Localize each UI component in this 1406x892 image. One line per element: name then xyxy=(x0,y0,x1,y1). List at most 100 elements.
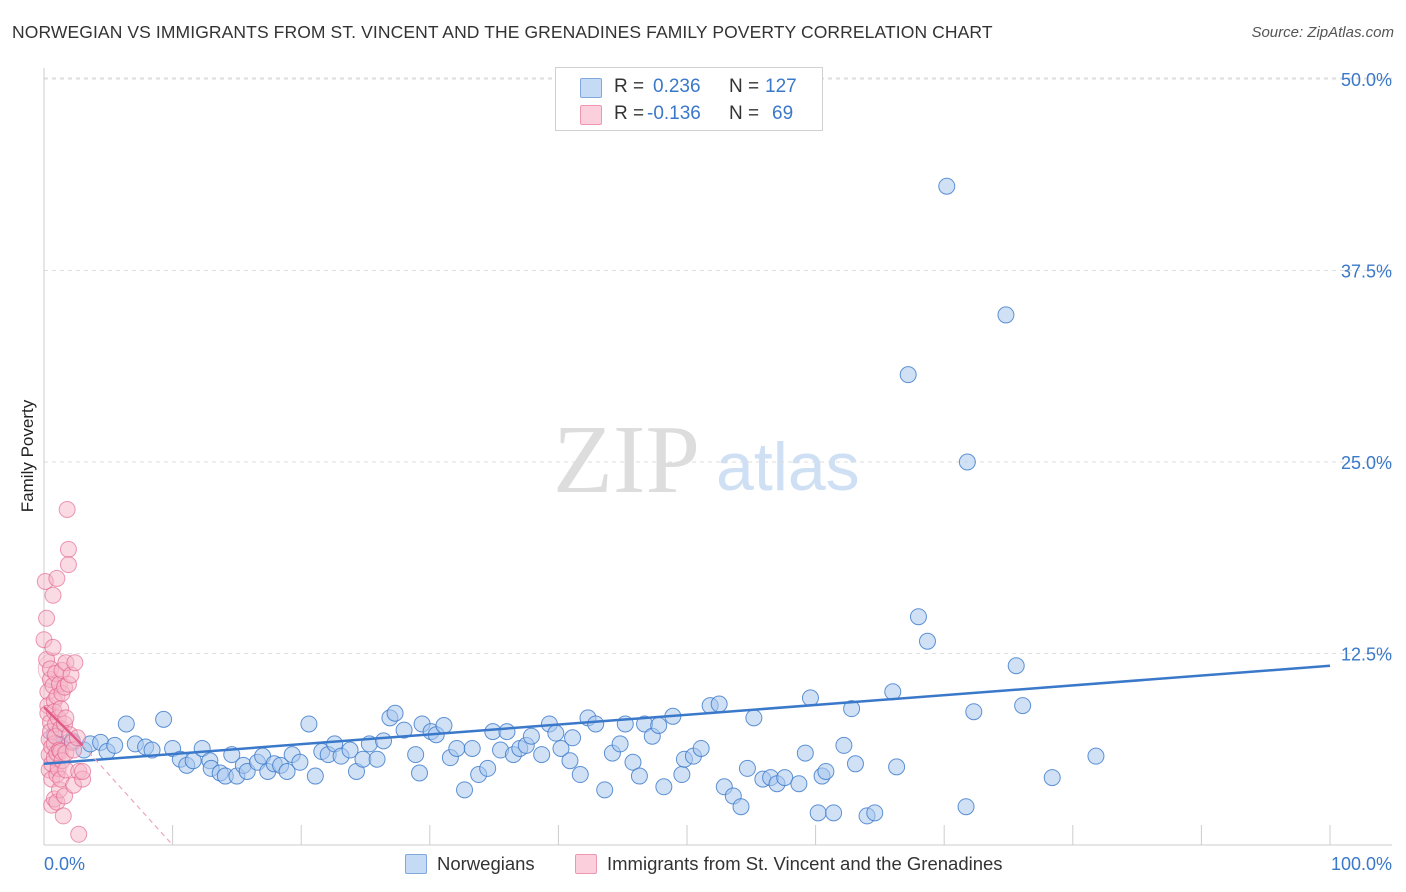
immigrants-points xyxy=(35,500,92,843)
norwegians-point xyxy=(938,177,956,195)
immigrants-trend-extension xyxy=(82,745,174,846)
norwegians-point xyxy=(801,689,819,707)
norwegians-point xyxy=(692,739,710,757)
norwegians-point xyxy=(448,739,466,757)
norwegians-point xyxy=(899,366,917,384)
y-tick-label: 50.0% xyxy=(1341,70,1392,90)
norwegians-point xyxy=(522,727,540,745)
immigrants-point xyxy=(70,825,88,843)
norwegians-point xyxy=(395,721,413,739)
norwegians-point xyxy=(624,753,642,771)
norwegians-point xyxy=(341,741,359,759)
norwegians-point xyxy=(655,778,673,796)
immigrants-point xyxy=(38,609,56,627)
legend-n-label: N = xyxy=(729,76,760,97)
legend-r-value: -0.136 xyxy=(647,103,701,124)
bottom-legend-swatch-blue xyxy=(405,854,427,874)
watermark: ZIP atlas xyxy=(553,406,860,514)
immigrants-point xyxy=(44,586,62,604)
norwegians-point xyxy=(1087,747,1105,765)
norwegians-point xyxy=(776,769,794,787)
watermark-atlas: atlas xyxy=(716,429,860,505)
norwegians-point xyxy=(650,717,668,735)
y-tick-label: 12.5% xyxy=(1341,645,1392,665)
y-tick-label: 25.0% xyxy=(1341,453,1392,473)
norwegians-point xyxy=(846,755,864,773)
norwegians-point xyxy=(884,683,902,701)
legend-n-label: N = xyxy=(729,103,760,124)
norwegians-point xyxy=(825,804,843,822)
bottom-legend-label: Immigrants from St. Vincent and the Gren… xyxy=(607,853,1003,874)
chart-title: NORWEGIAN VS IMMIGRANTS FROM ST. VINCENT… xyxy=(12,22,993,42)
legend-r-label: R = xyxy=(614,76,645,97)
norwegians-point xyxy=(435,717,453,735)
norwegians-points xyxy=(45,177,1105,825)
norwegians-point xyxy=(306,767,324,785)
norwegians-point xyxy=(484,723,502,741)
norwegians-point xyxy=(155,710,173,728)
correlation-legend: R = 0.236 N = 127 R = -0.136 N = 69 xyxy=(555,67,823,131)
norwegians-point xyxy=(561,752,579,770)
legend-swatch-blue xyxy=(580,78,602,98)
norwegians-point xyxy=(106,736,124,754)
norwegians-point xyxy=(957,798,975,816)
norwegians-point xyxy=(790,775,808,793)
norwegians-point xyxy=(843,700,861,718)
norwegians-point xyxy=(479,759,497,777)
norwegians-point xyxy=(710,695,728,713)
watermark-zip: ZIP xyxy=(553,406,700,514)
norwegians-point xyxy=(368,750,386,768)
norwegians-point xyxy=(611,735,629,753)
norwegians-point xyxy=(796,744,814,762)
bottom-legend-swatch-pink xyxy=(575,854,597,874)
norwegians-point xyxy=(117,715,135,733)
norwegians-point xyxy=(965,703,983,721)
norwegians-point xyxy=(375,732,393,750)
norwegians-point xyxy=(407,746,425,764)
x-tick-label: 0.0% xyxy=(44,854,85,874)
norwegians-point xyxy=(1014,697,1032,715)
immigrants-point xyxy=(59,540,77,558)
norwegians-point xyxy=(888,758,906,776)
norwegians-point xyxy=(300,715,318,733)
legend-r-label: R = xyxy=(614,103,645,124)
immigrants-point xyxy=(74,762,92,780)
norwegians-point xyxy=(630,767,648,785)
norwegians-point xyxy=(817,762,835,780)
norwegians-point xyxy=(909,608,927,626)
norwegians-point xyxy=(571,766,589,784)
norwegians-point xyxy=(958,453,976,471)
norwegians-point xyxy=(498,723,516,741)
norwegians-point xyxy=(278,762,296,780)
immigrants-point xyxy=(66,654,84,672)
y-tick-label: 37.5% xyxy=(1341,262,1392,282)
immigrants-point xyxy=(44,638,62,656)
norwegians-point xyxy=(552,739,570,757)
norwegians-point xyxy=(809,804,827,822)
norwegians-point xyxy=(411,764,429,782)
norwegians-point xyxy=(745,709,763,727)
norwegians-point xyxy=(673,766,691,784)
norwegians-point xyxy=(354,750,372,768)
norwegians-point xyxy=(1007,657,1025,675)
immigrants-point xyxy=(54,807,72,825)
norwegians-point xyxy=(732,798,750,816)
norwegians-point xyxy=(533,746,551,764)
legend-n-value: 127 xyxy=(765,76,797,97)
norwegians-point xyxy=(866,804,884,822)
norwegians-point xyxy=(463,739,481,757)
norwegians-point xyxy=(291,753,309,771)
immigrants-point xyxy=(59,556,77,574)
immigrants-trend-line xyxy=(43,706,84,747)
immigrants-point xyxy=(57,709,75,727)
x-tick-label: 100.0% xyxy=(1331,854,1392,874)
norwegians-point xyxy=(835,736,853,754)
immigrants-point xyxy=(48,569,66,587)
norwegians-point xyxy=(918,632,936,650)
legend-n-value: 69 xyxy=(772,103,794,124)
norwegians-point xyxy=(456,781,474,799)
legend-swatch-pink xyxy=(580,105,602,125)
norwegians-trend-line xyxy=(43,664,1331,766)
norwegians-point xyxy=(386,704,404,722)
norwegians-point xyxy=(564,729,582,747)
